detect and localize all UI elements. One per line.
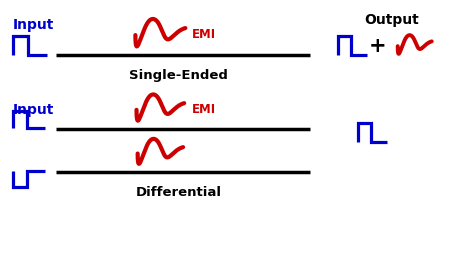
- Text: Single-Ended: Single-Ended: [129, 69, 228, 81]
- Text: Input: Input: [13, 19, 54, 32]
- Text: Output: Output: [365, 13, 420, 27]
- Text: +: +: [369, 36, 386, 56]
- Text: Input: Input: [13, 103, 54, 117]
- Text: EMI: EMI: [192, 28, 216, 41]
- Text: Differential: Differential: [136, 186, 222, 199]
- Text: EMI: EMI: [192, 103, 216, 116]
